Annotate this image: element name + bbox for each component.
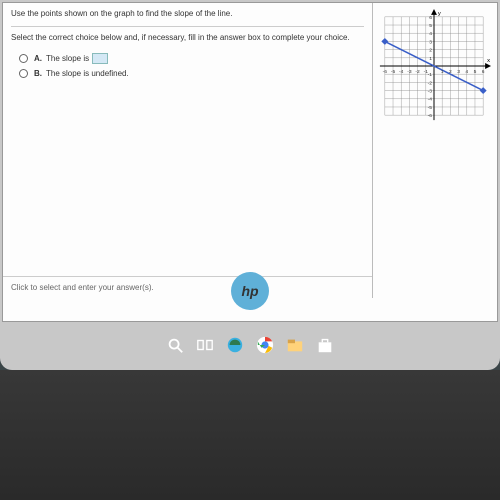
y-label: y (438, 11, 441, 17)
svg-text:2: 2 (449, 69, 452, 75)
svg-text:-6: -6 (383, 69, 388, 75)
question-title: Use the points shown on the graph to fin… (11, 9, 364, 18)
divider (11, 26, 364, 27)
taskbar (0, 330, 500, 360)
svg-text:3: 3 (429, 39, 432, 45)
question-area: Use the points shown on the graph to fin… (3, 3, 373, 298)
question-subtitle: Select the correct choice below and, if … (11, 33, 364, 43)
svg-text:-2: -2 (428, 80, 433, 86)
svg-text:2: 2 (429, 48, 432, 54)
choice-b-text: The slope is undefined. (46, 69, 129, 78)
svg-text:-4: -4 (428, 97, 433, 103)
svg-text:1: 1 (441, 69, 444, 75)
laptop-bezel (0, 370, 500, 500)
svg-text:5: 5 (429, 23, 432, 29)
footer-hint: Click to select and enter your answer(s)… (3, 276, 372, 298)
svg-text:1: 1 (429, 56, 432, 62)
chrome-icon[interactable] (256, 336, 274, 354)
x-label: x (487, 58, 490, 64)
svg-text:-5: -5 (391, 69, 396, 75)
graph: y x 654321-1-2-3-4-5-6 -6-5-4-3-2-112345… (375, 7, 493, 125)
choice-a-text: The slope is (46, 54, 89, 63)
laptop-screen: Use the points shown on the graph to fin… (0, 0, 500, 370)
choice-a[interactable]: A. The slope is (11, 53, 364, 64)
choice-a-letter: A. (34, 54, 42, 63)
search-icon[interactable] (166, 336, 184, 354)
svg-text:3: 3 (457, 69, 460, 75)
store-icon[interactable] (316, 336, 334, 354)
svg-text:-5: -5 (428, 105, 433, 111)
task-view-icon[interactable] (196, 336, 214, 354)
answer-blank[interactable] (92, 53, 108, 64)
svg-text:-2: -2 (415, 69, 420, 75)
explorer-icon[interactable] (286, 336, 304, 354)
hp-logo: hp (231, 272, 269, 310)
svg-text:-3: -3 (428, 89, 433, 95)
svg-text:4: 4 (429, 31, 432, 37)
svg-text:5: 5 (474, 69, 477, 75)
edge-icon[interactable] (226, 336, 244, 354)
svg-text:4: 4 (465, 69, 468, 75)
radio-a[interactable] (19, 54, 28, 63)
svg-text:-3: -3 (407, 69, 412, 75)
svg-text:6: 6 (429, 15, 432, 21)
choice-b[interactable]: B. The slope is undefined. (11, 69, 364, 78)
svg-text:6: 6 (482, 69, 485, 75)
svg-text:-4: -4 (399, 69, 404, 75)
svg-text:-1: -1 (428, 72, 433, 78)
radio-b[interactable] (19, 69, 28, 78)
svg-text:-6: -6 (428, 113, 433, 119)
choice-b-letter: B. (34, 69, 42, 78)
svg-text:-1: -1 (424, 69, 429, 75)
